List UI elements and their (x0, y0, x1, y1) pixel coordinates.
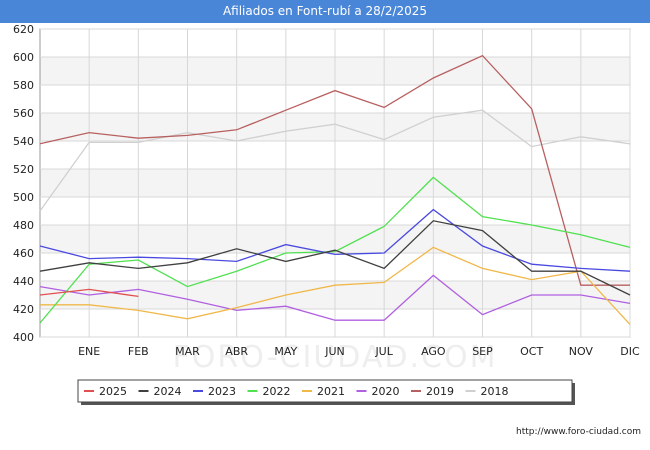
legend-label-2025: 2025 (99, 385, 127, 398)
y-tick-label: 400 (13, 331, 34, 344)
x-tick-label: ABR (225, 345, 248, 358)
legend-label-2022: 2022 (263, 385, 291, 398)
x-tick-label: JUL (374, 345, 393, 358)
x-tick-label: AGO (421, 345, 446, 358)
series-line-2018 (39, 109, 631, 212)
series-line-2024 (39, 220, 631, 296)
series-line-2022 (39, 176, 631, 324)
x-tick-label: JUN (324, 345, 345, 358)
x-tick-label: MAY (274, 345, 297, 358)
series-line-2023 (39, 208, 631, 272)
y-tick-label: 580 (13, 79, 34, 92)
watermark: FORO-CIUDAD.COM (173, 340, 498, 375)
legend-label-2023: 2023 (208, 385, 236, 398)
series-line-2025 (39, 288, 139, 298)
y-tick-label: 620 (13, 23, 34, 36)
source-url[interactable]: http://www.foro-ciudad.com (516, 427, 641, 437)
y-tick-label: 460 (13, 247, 34, 260)
gridlines (40, 28, 631, 338)
x-tick-label: OCT (520, 345, 543, 358)
series-line-2021 (40, 246, 631, 325)
y-tick-label: 540 (13, 135, 34, 148)
y-tick-label: 420 (13, 303, 34, 316)
legend-label-2018: 2018 (481, 385, 509, 398)
y-tick-label: 440 (13, 275, 34, 288)
legend-label-2024: 2024 (154, 385, 182, 398)
legend-box (77, 379, 573, 403)
y-tick-label: 560 (13, 107, 34, 120)
y-axis-ticks: 400 420 440 460 480 500 520 540 560 580 600 620 (13, 23, 34, 344)
legend: 2025 2024 2023 2022 2021 2020 2019 2018 (77, 379, 575, 405)
legend-label-2021: 2021 (317, 385, 345, 398)
x-tick-label: SEP (472, 345, 493, 358)
series-line-2020 (39, 274, 631, 321)
x-tick-label: ENE (78, 345, 100, 358)
series-line-2019 (39, 54, 630, 286)
x-tick-label: FEB (128, 345, 149, 358)
x-tick-label: NOV (569, 345, 594, 358)
y-tick-label: 520 (13, 163, 34, 176)
x-tick-label: MAR (175, 345, 200, 358)
chart-title: Afiliados en Font-rubí a 28/2/2025 (0, 0, 650, 23)
y-tick-label: 500 (13, 191, 34, 204)
x-axis-ticks: ENE FEB MAR ABR MAY JUN JUL AGO SEP OCT NOV DIC (78, 345, 640, 358)
y-tick-label: 600 (13, 51, 34, 64)
series-lines (39, 54, 631, 325)
x-tick-label: DIC (620, 345, 640, 358)
legend-label-2019: 2019 (426, 385, 454, 398)
legend-label-2020: 2020 (372, 385, 400, 398)
y-tick-label: 480 (13, 219, 34, 232)
